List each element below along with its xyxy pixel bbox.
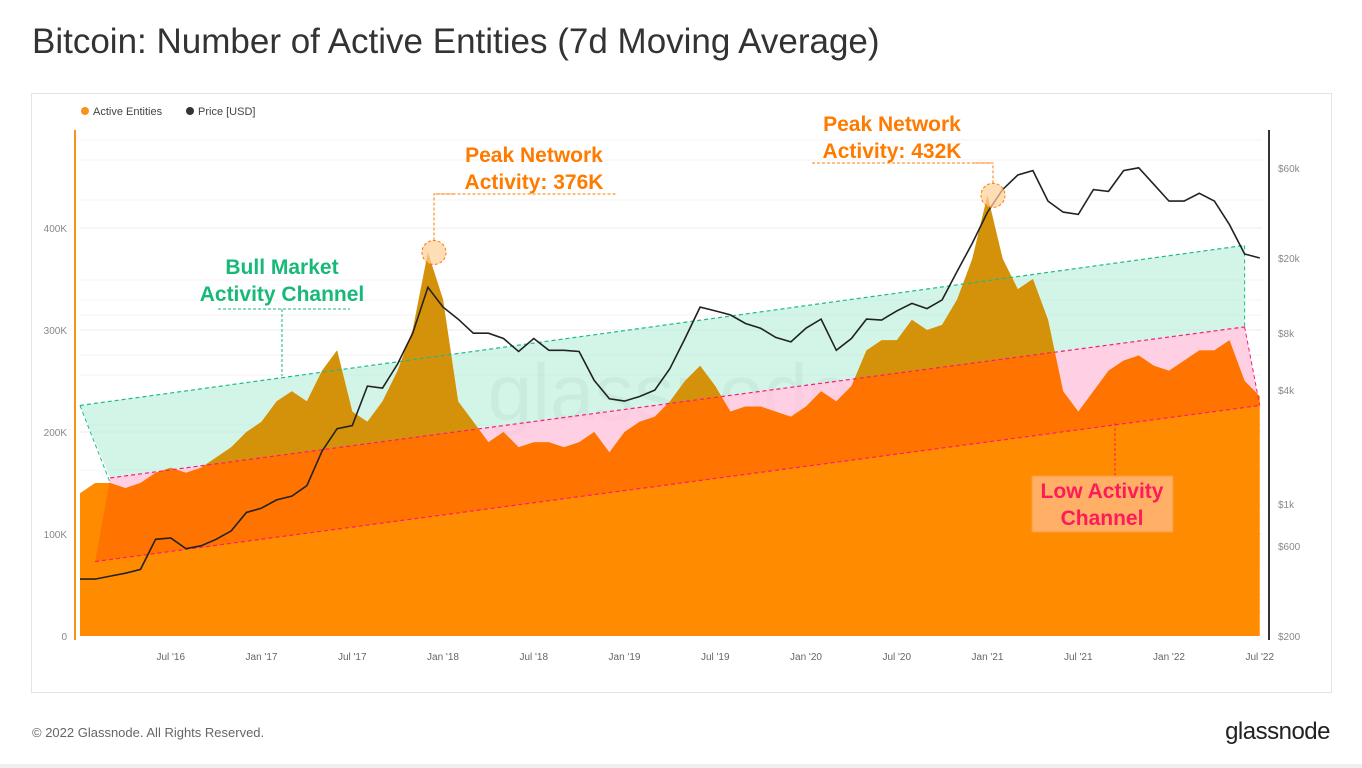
annotation-text: Peak Network [823, 113, 961, 136]
y-right-tick-label: $8k [1278, 329, 1295, 340]
annotation-text: Channel [1061, 507, 1144, 530]
y-left-tick-label: 100K [44, 530, 68, 541]
annotation-text: Activity: 376K [465, 171, 604, 194]
x-tick-label: Jul '17 [338, 652, 367, 663]
divider [0, 764, 1362, 768]
x-tick-label: Jan '22 [1153, 652, 1185, 663]
y-left-tick-label: 300K [44, 326, 68, 337]
y-right-tick-label: $1k [1278, 500, 1295, 511]
x-tick-label: Jul '20 [882, 652, 911, 663]
y-right-tick-label: $20k [1278, 254, 1301, 265]
x-tick-label: Jan '20 [790, 652, 822, 663]
y-right-tick-label: $4k [1278, 386, 1295, 397]
x-tick-label: Jan '19 [609, 652, 641, 663]
y-right-tick-label: $200 [1278, 632, 1301, 643]
annotation-text: Bull Market [225, 256, 338, 279]
page-title: Bitcoin: Number of Active Entities (7d M… [32, 22, 880, 61]
y-left-tick-label: 200K [44, 428, 68, 439]
y-left-tick-label: 400K [44, 224, 68, 235]
peak-marker [421, 239, 447, 265]
annotation-connector [433, 193, 616, 241]
x-tick-label: Jul '21 [1064, 652, 1093, 663]
annotation-text: Activity: 432K [823, 140, 962, 163]
channel-mid-line [110, 326, 1245, 479]
x-tick-label: Jul '19 [701, 652, 730, 663]
channel-edge [1244, 326, 1261, 406]
legend-marker[interactable] [81, 107, 89, 115]
legend-label[interactable]: Active Entities [93, 106, 163, 118]
x-tick-label: Jul '18 [519, 652, 548, 663]
x-tick-label: Jan '18 [427, 652, 459, 663]
y-right-tick-label: $600 [1278, 542, 1301, 553]
y-right-tick-label: $60k [1278, 164, 1301, 175]
chart-panel [31, 93, 1332, 693]
peak-marker [980, 182, 1006, 208]
price-line [80, 166, 1261, 580]
annotation-text: Activity Channel [200, 283, 365, 306]
y-left-tick-label: 0 [61, 632, 67, 643]
annotation-text: Peak Network [465, 144, 603, 167]
legend-label[interactable]: Price [USD] [198, 106, 255, 118]
legend-marker[interactable] [186, 107, 194, 115]
x-tick-label: Jan '21 [972, 652, 1004, 663]
brand-logo: glassnode [1225, 718, 1330, 745]
annotation-text: Low Activity [1041, 480, 1164, 503]
x-tick-label: Jul '16 [156, 652, 185, 663]
annotation-connector [974, 162, 994, 184]
x-tick-label: Jan '17 [246, 652, 278, 663]
copyright: © 2022 Glassnode. All Rights Reserved. [32, 725, 265, 740]
annotation-box [1031, 475, 1174, 533]
x-tick-label: Jul '22 [1245, 652, 1274, 663]
